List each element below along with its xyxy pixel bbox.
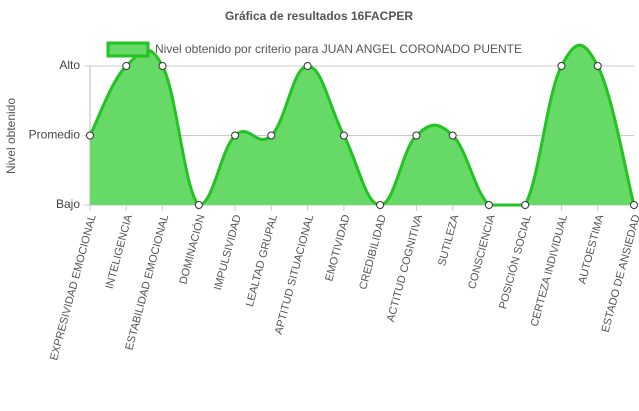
point <box>376 201 385 209</box>
y-tick-label: Alto <box>59 58 80 72</box>
point <box>448 131 457 140</box>
x-tick-label: ESTADO DE ANSIEDAD <box>600 213 639 333</box>
x-tick-label: DOMINACIÓN <box>176 213 207 285</box>
x-tick-label: EMOTIVIDAD <box>323 213 352 282</box>
point <box>267 131 276 140</box>
x-tick-label: ESTABILIDAD EMOCIONAL <box>123 213 171 351</box>
point <box>194 201 203 209</box>
x-tick-label: ACTITUD COGNITIVA <box>385 213 425 323</box>
point <box>484 201 493 209</box>
point <box>339 131 348 140</box>
point <box>557 62 566 70</box>
chart-title: Gráfica de resultados 16FACPER <box>225 9 413 23</box>
x-tick-label: IMPULSIVIDAD <box>212 213 244 291</box>
x-tick-label: AUTOESTIMA <box>576 213 606 286</box>
legend-label: Nivel obtenido por criterio para JUAN AN… <box>155 42 522 56</box>
x-tick-label: CREDIBILIDAD <box>357 213 389 291</box>
x-tick-label: POSICIÓN SOCIAL <box>496 213 534 310</box>
point <box>521 201 530 209</box>
x-tick-label: EXPRESIVIDAD EMOCIONAL <box>48 213 99 361</box>
line <box>88 43 636 207</box>
x-tick-label: INTELIGENCIA <box>104 213 136 291</box>
y-tick-label: Promedio <box>29 128 81 142</box>
point <box>303 62 312 70</box>
x-tick-label: LEALTAD GRUPAL <box>244 213 280 308</box>
y-axis-label: Nivel obtenido <box>4 98 18 174</box>
area-fill <box>90 45 634 206</box>
legend-swatch <box>106 41 150 58</box>
point <box>412 131 421 140</box>
point <box>593 62 602 70</box>
y-tick-label: Bajo <box>56 197 80 211</box>
x-tick-label: CONSCIENCIA <box>466 213 498 291</box>
point <box>231 131 240 140</box>
x-tick-label: APTITUD SITUACIONAL <box>273 213 317 335</box>
point <box>158 62 167 70</box>
point <box>630 201 638 209</box>
point <box>122 62 131 70</box>
x-tick-label: SUTILEZA <box>436 213 461 268</box>
x-tick-label: CERTEZA INDIVIDUAL <box>529 213 570 328</box>
point <box>86 131 94 140</box>
